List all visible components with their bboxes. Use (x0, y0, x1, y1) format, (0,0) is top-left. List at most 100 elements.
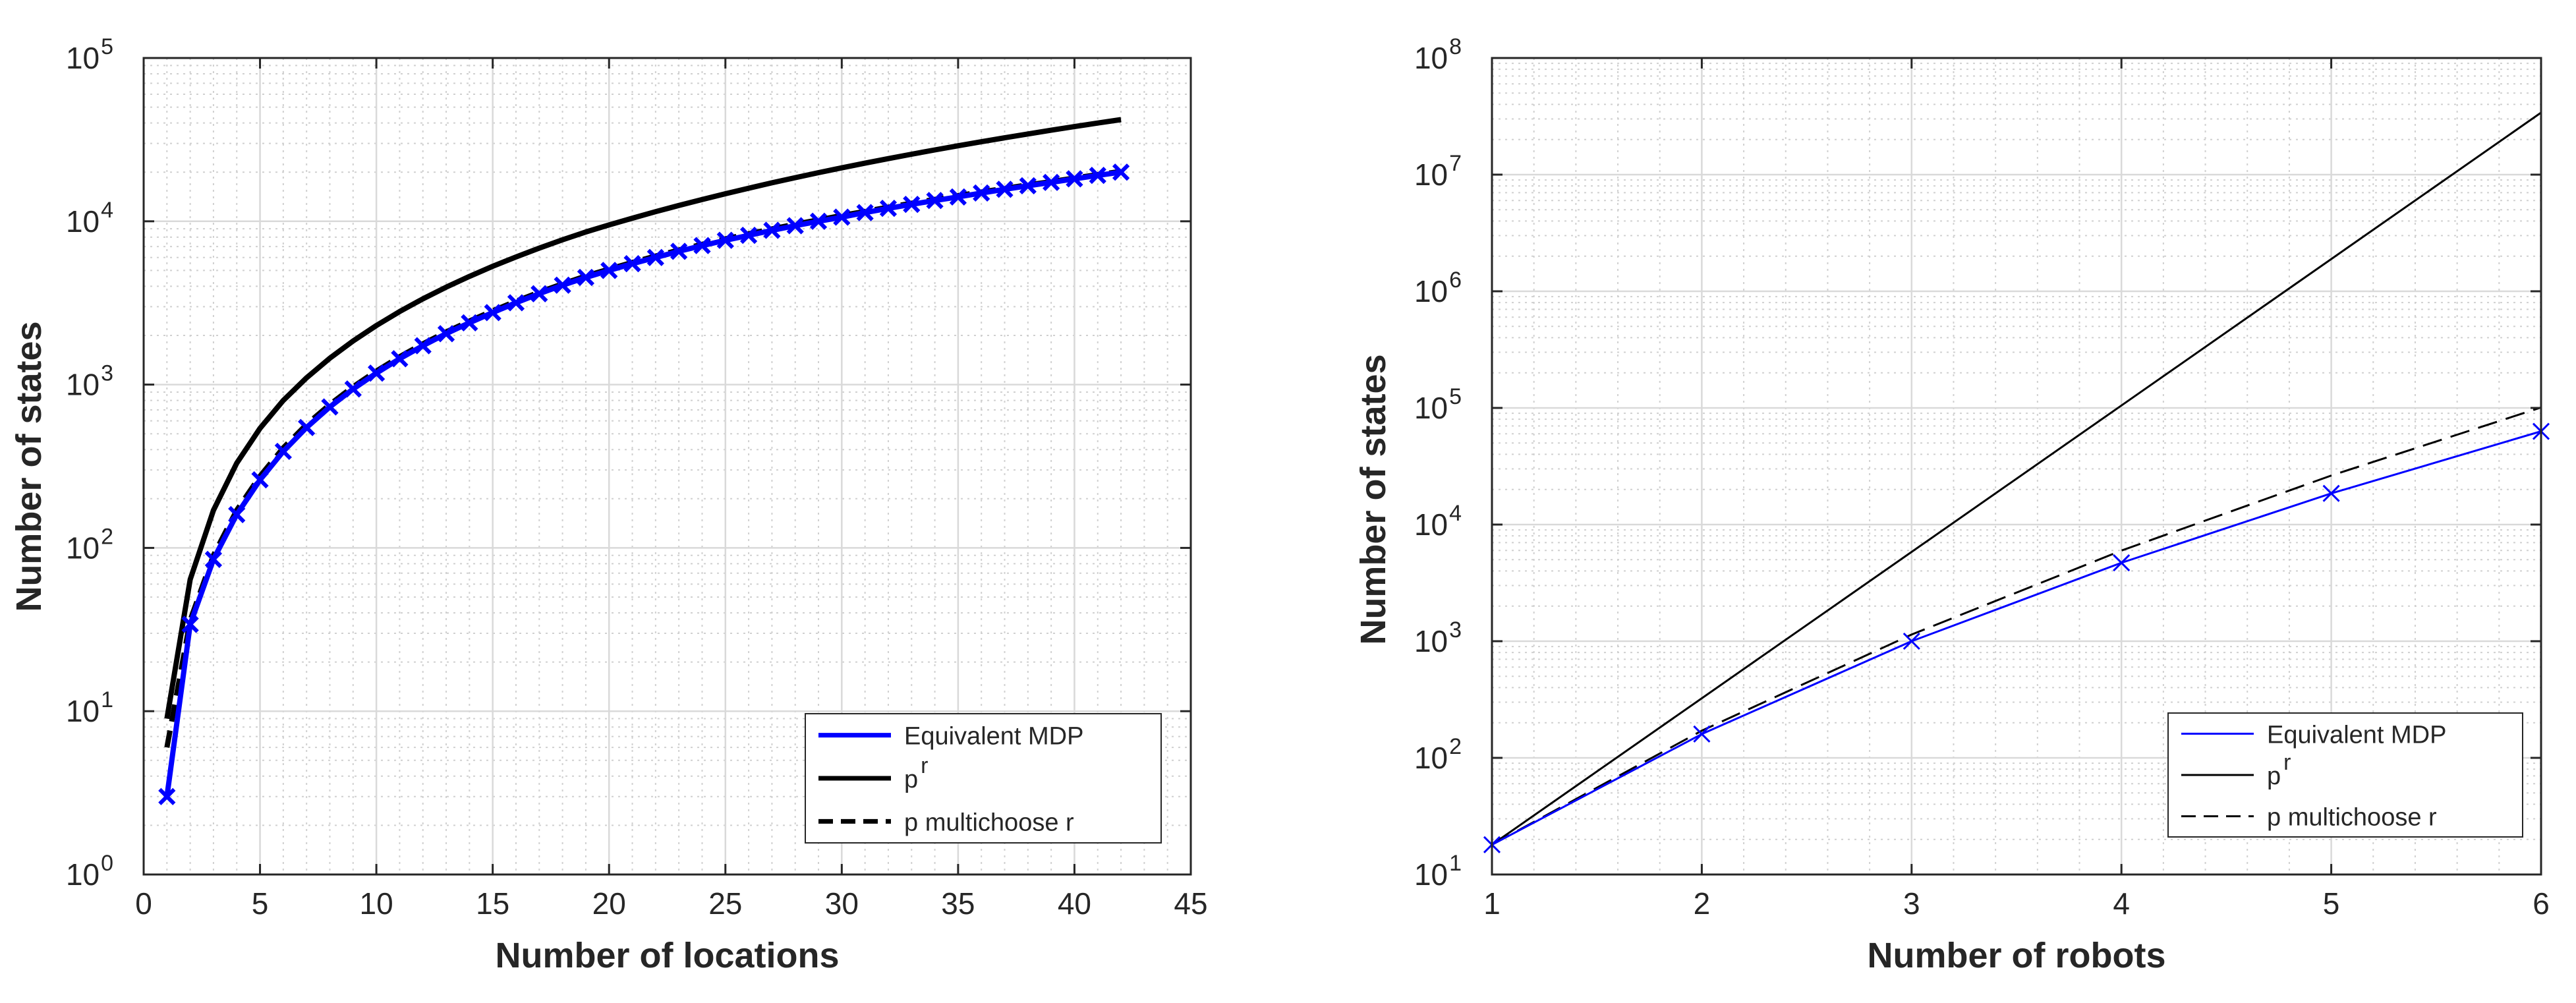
y-tick-label: 105 (1414, 384, 1462, 425)
data-point (414, 337, 432, 355)
data-point (437, 325, 455, 343)
data-point (1066, 170, 1083, 188)
data-point (344, 380, 362, 398)
y-tick-label: 102 (66, 524, 113, 565)
legend-label: p multichoose r (904, 809, 1074, 836)
data-point (833, 208, 851, 226)
data-point (577, 268, 595, 287)
x-tick-label: 35 (941, 886, 975, 921)
y-tick-label: 101 (66, 687, 113, 728)
y-tick-label: 107 (1414, 151, 1462, 192)
x-tick-label: 4 (2113, 886, 2130, 921)
data-point (298, 418, 316, 436)
data-point (693, 237, 711, 254)
data-point (2322, 484, 2340, 502)
chart-left: 0 5 10 15 20 25 30 35 40 45 100 101 102 103 104 105 Numb… (9, 34, 1208, 975)
data-point (484, 304, 501, 322)
y-tick-label: 103 (1414, 617, 1462, 658)
data-point (1693, 725, 1711, 743)
x-tick-label: 30 (825, 886, 859, 921)
chart-right: 1 2 3 4 5 6 101 102 103 104 105 106 107 108 Number of … (1354, 34, 2550, 975)
x-tick-label: 0 (135, 886, 152, 921)
x-tick-label: 45 (1174, 886, 1207, 921)
data-point (507, 294, 525, 312)
data-point (2113, 554, 2131, 572)
x-tick-label: 3 (1903, 886, 1920, 921)
data-point (786, 217, 804, 235)
data-point (809, 212, 828, 230)
data-point (274, 442, 292, 461)
x-tick-label: 10 (360, 886, 393, 921)
data-point (530, 285, 548, 302)
data-point (158, 788, 176, 805)
axes-box (142, 57, 1192, 876)
series-markers (1483, 422, 2550, 853)
legend-label: p multichoose r (2267, 804, 2437, 832)
data-point (228, 505, 246, 523)
data-point (204, 550, 223, 569)
x-tick-label: 1 (1483, 886, 1501, 921)
x-tick-label: 25 (708, 886, 742, 921)
series-markers (158, 163, 1130, 805)
data-point (181, 616, 199, 633)
data-point (973, 184, 990, 202)
data-point (716, 231, 734, 249)
data-point (1043, 173, 1060, 191)
y-tick-label: 104 (66, 198, 113, 239)
data-point (623, 255, 641, 273)
y-axis-label: Number of states (9, 321, 49, 612)
axes-box (1491, 57, 2542, 876)
y-tick-label: 108 (1414, 34, 1462, 75)
x-tick-label: 2 (1694, 886, 1711, 921)
x-tick-label: 15 (476, 886, 509, 921)
data-point (321, 398, 339, 416)
data-point (646, 248, 664, 266)
data-point (879, 200, 898, 217)
data-point (903, 195, 921, 214)
series-line-equivalent-mdp (1491, 430, 2542, 846)
data-point (739, 227, 758, 244)
series-line-p-r (164, 117, 1122, 720)
data-point (856, 204, 874, 221)
y-tick-label: 105 (66, 34, 113, 75)
x-tick-label: 5 (252, 886, 269, 921)
series-line-p-multichoose-r (1491, 406, 2542, 846)
data-point (996, 181, 1014, 198)
data-point (251, 471, 269, 489)
data-point (554, 276, 571, 294)
x-tick-label: 6 (2533, 886, 2550, 921)
y-tick-label: 104 (1414, 501, 1462, 542)
data-point (1019, 177, 1037, 195)
data-point (670, 243, 688, 260)
x-tick-label: 40 (1058, 886, 1091, 921)
y-tick-label: 103 (66, 361, 113, 402)
data-point (391, 350, 409, 368)
y-axis-label: Number of states (1354, 354, 1393, 645)
x-tick-label: 5 (2323, 886, 2340, 921)
series-line-p-r (1491, 111, 2542, 846)
data-point (1112, 163, 1130, 181)
data-point (763, 221, 781, 239)
y-tick-label: 102 (1414, 734, 1462, 775)
x-axis-label: Number of robots (1868, 936, 2166, 975)
y-tick-label: 106 (1414, 268, 1462, 308)
x-axis-label: Number of locations (495, 936, 839, 975)
y-tick-label: 101 (1414, 851, 1462, 892)
data-point (1903, 632, 1920, 650)
y-tick-label: 100 (66, 851, 113, 892)
data-point (600, 262, 618, 279)
legend-label: Equivalent MDP (904, 723, 1083, 751)
data-point (461, 314, 478, 331)
x-tick-label: 20 (592, 886, 626, 921)
data-point (1089, 167, 1106, 185)
data-point (367, 364, 386, 382)
data-point (926, 192, 944, 210)
legend-label: Equivalent MDP (2267, 721, 2446, 749)
data-point (949, 188, 967, 206)
